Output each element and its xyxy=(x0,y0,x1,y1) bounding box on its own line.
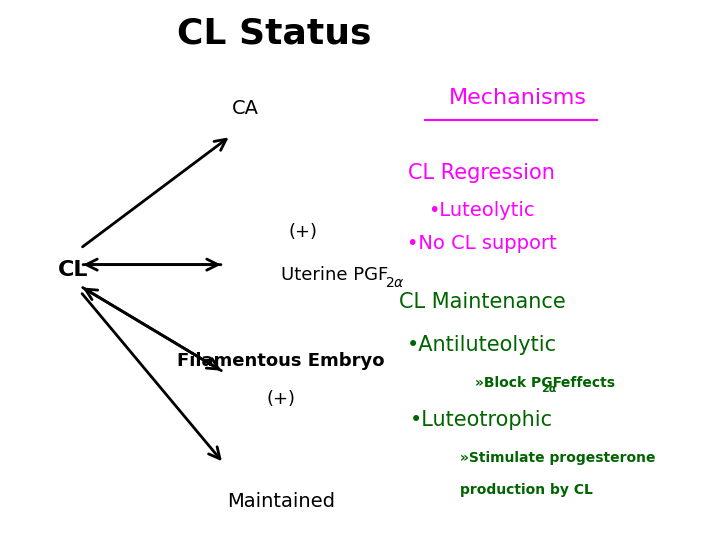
Text: 2$\alpha$: 2$\alpha$ xyxy=(385,276,405,291)
Text: CL Regression: CL Regression xyxy=(408,163,555,183)
Text: Mechanisms: Mechanisms xyxy=(449,88,587,108)
Text: »Block PGF: »Block PGF xyxy=(474,376,562,390)
Text: CA: CA xyxy=(232,99,258,118)
Text: 2α: 2α xyxy=(541,384,556,394)
Text: production by CL: production by CL xyxy=(460,483,593,497)
Text: (+): (+) xyxy=(266,390,296,408)
Text: Filamentous Embryo: Filamentous Embryo xyxy=(177,352,385,370)
Text: CL Maintenance: CL Maintenance xyxy=(399,292,565,312)
Text: Uterine PGF: Uterine PGF xyxy=(281,266,388,285)
Text: »Stimulate progesterone: »Stimulate progesterone xyxy=(460,451,656,465)
Text: CL: CL xyxy=(58,260,89,280)
Text: CL Status: CL Status xyxy=(176,17,372,51)
Text: (+): (+) xyxy=(288,224,317,241)
Text: •Luteolytic: •Luteolytic xyxy=(428,201,535,220)
Text: •Luteotrophic: •Luteotrophic xyxy=(410,410,554,430)
Text: effects: effects xyxy=(556,376,615,390)
Text: Maintained: Maintained xyxy=(227,491,335,510)
Text: •Antiluteolytic: •Antiluteolytic xyxy=(407,335,557,355)
Text: •No CL support: •No CL support xyxy=(407,234,557,253)
